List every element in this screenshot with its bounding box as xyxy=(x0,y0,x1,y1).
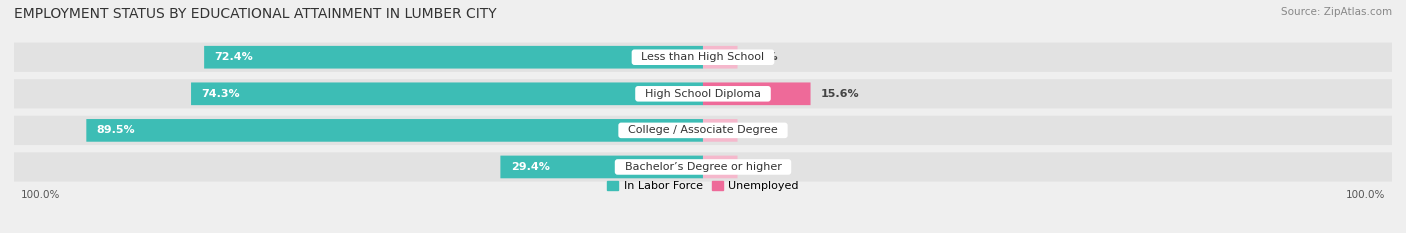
Text: Source: ZipAtlas.com: Source: ZipAtlas.com xyxy=(1281,7,1392,17)
FancyBboxPatch shape xyxy=(501,156,703,178)
Text: High School Diploma: High School Diploma xyxy=(638,89,768,99)
Text: Bachelor’s Degree or higher: Bachelor’s Degree or higher xyxy=(617,162,789,172)
Text: 100.0%: 100.0% xyxy=(21,191,60,200)
Text: 72.4%: 72.4% xyxy=(215,52,253,62)
Text: 15.6%: 15.6% xyxy=(821,89,859,99)
Text: 0.0%: 0.0% xyxy=(748,52,779,62)
Text: 0.0%: 0.0% xyxy=(748,125,779,135)
FancyBboxPatch shape xyxy=(86,119,703,142)
Text: 0.0%: 0.0% xyxy=(748,162,779,172)
FancyBboxPatch shape xyxy=(703,46,738,69)
FancyBboxPatch shape xyxy=(703,156,738,178)
FancyBboxPatch shape xyxy=(191,82,703,105)
Text: EMPLOYMENT STATUS BY EDUCATIONAL ATTAINMENT IN LUMBER CITY: EMPLOYMENT STATUS BY EDUCATIONAL ATTAINM… xyxy=(14,7,496,21)
Text: 89.5%: 89.5% xyxy=(97,125,135,135)
Text: College / Associate Degree: College / Associate Degree xyxy=(621,125,785,135)
FancyBboxPatch shape xyxy=(703,82,810,105)
Text: Less than High School: Less than High School xyxy=(634,52,772,62)
Text: 74.3%: 74.3% xyxy=(201,89,240,99)
FancyBboxPatch shape xyxy=(204,46,703,69)
Text: 100.0%: 100.0% xyxy=(1346,191,1385,200)
FancyBboxPatch shape xyxy=(14,152,1392,182)
Text: 29.4%: 29.4% xyxy=(510,162,550,172)
Legend: In Labor Force, Unemployed: In Labor Force, Unemployed xyxy=(603,177,803,196)
FancyBboxPatch shape xyxy=(703,119,738,142)
FancyBboxPatch shape xyxy=(14,79,1392,108)
FancyBboxPatch shape xyxy=(14,116,1392,145)
FancyBboxPatch shape xyxy=(14,43,1392,72)
